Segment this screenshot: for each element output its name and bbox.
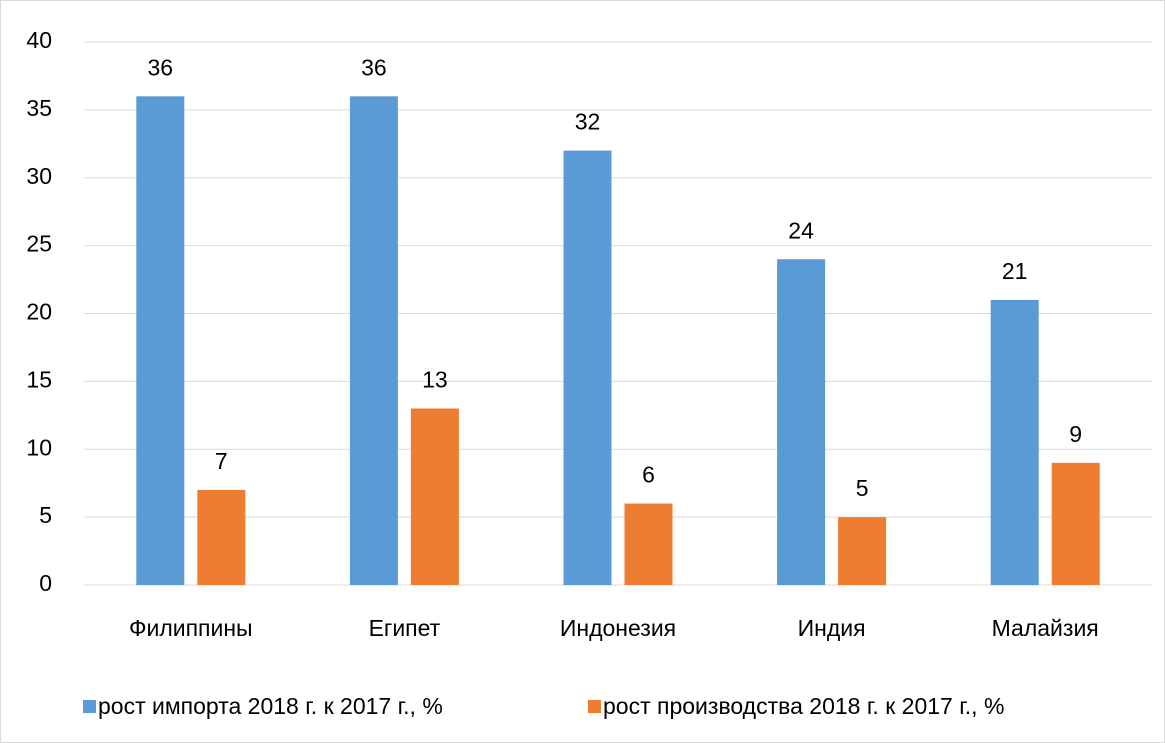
y-tick-label: 35 [26, 95, 52, 121]
y-tick-label: 5 [39, 502, 52, 528]
bar [990, 299, 1039, 585]
data-label: 24 [788, 217, 814, 243]
y-tick-label: 15 [26, 366, 52, 392]
x-tick-label: Филиппины [129, 615, 253, 641]
data-label: 6 [642, 462, 655, 488]
bar [563, 150, 612, 585]
y-tick-label: 0 [39, 570, 52, 596]
legend-swatch [588, 700, 601, 713]
data-label: 9 [1069, 421, 1082, 447]
y-tick-label: 30 [26, 163, 52, 189]
y-tick-label: 20 [26, 299, 52, 325]
legend-label: рост импорта 2018 г. к 2017 г., % [98, 693, 443, 719]
bar [1051, 462, 1100, 585]
data-label: 32 [575, 109, 601, 135]
bar [777, 259, 826, 585]
data-label: 36 [361, 54, 387, 80]
data-label: 21 [1002, 258, 1028, 284]
y-tick-label: 40 [26, 27, 52, 53]
bar [136, 96, 185, 586]
x-tick-label: Индия [798, 615, 866, 641]
bar [838, 517, 887, 585]
data-label: 13 [422, 367, 448, 393]
legend-swatch [83, 700, 96, 713]
bar [349, 96, 398, 586]
x-tick-label: Египет [369, 615, 441, 641]
data-label: 5 [856, 475, 869, 501]
data-label: 36 [148, 54, 174, 80]
y-tick-label: 10 [26, 434, 52, 460]
y-tick-label: 25 [26, 231, 52, 257]
bar [624, 503, 673, 585]
bar [197, 489, 246, 585]
bar [410, 408, 459, 585]
x-tick-label: Индонезия [560, 615, 676, 641]
legend-label: рост производства 2018 г. к 2017 г., % [603, 693, 1004, 719]
data-label: 7 [215, 448, 228, 474]
x-tick-label: Малайзия [992, 615, 1099, 641]
